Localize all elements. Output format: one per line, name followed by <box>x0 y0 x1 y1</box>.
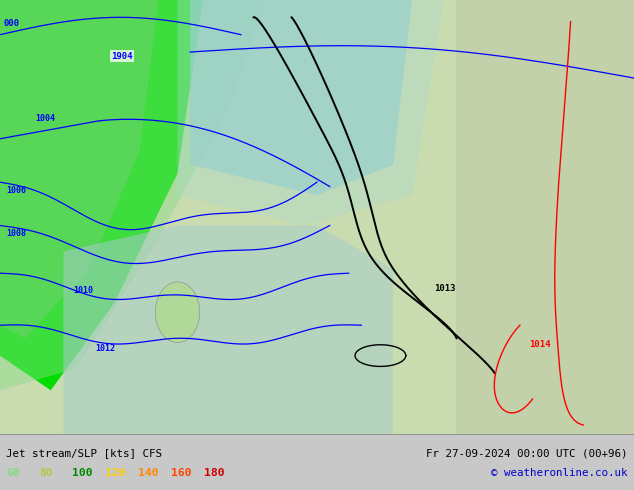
Polygon shape <box>63 225 393 434</box>
Text: 120: 120 <box>105 468 126 478</box>
Polygon shape <box>178 0 444 225</box>
Text: 80: 80 <box>39 468 53 478</box>
Text: 1006: 1006 <box>6 186 27 195</box>
Polygon shape <box>0 0 266 390</box>
Text: 160: 160 <box>171 468 192 478</box>
Text: 100: 100 <box>72 468 93 478</box>
Polygon shape <box>0 0 203 390</box>
Text: 60: 60 <box>6 468 20 478</box>
Text: 1010: 1010 <box>73 286 93 294</box>
Text: Jet stream/SLP [kts] CFS: Jet stream/SLP [kts] CFS <box>6 448 162 458</box>
Polygon shape <box>190 0 412 195</box>
Polygon shape <box>0 0 158 338</box>
Text: 1004: 1004 <box>35 115 55 123</box>
Text: 1012: 1012 <box>95 344 115 353</box>
Text: Fr 27-09-2024 00:00 UTC (00+96): Fr 27-09-2024 00:00 UTC (00+96) <box>426 448 628 458</box>
Bar <box>456 0 634 434</box>
Text: 1013: 1013 <box>434 284 456 293</box>
Ellipse shape <box>155 282 200 343</box>
Text: 1008: 1008 <box>6 229 27 238</box>
Text: © weatheronline.co.uk: © weatheronline.co.uk <box>491 468 628 478</box>
Text: 180: 180 <box>204 468 225 478</box>
Text: 140: 140 <box>138 468 159 478</box>
Text: 1014: 1014 <box>529 340 551 349</box>
Text: 000: 000 <box>3 19 19 28</box>
Text: 1904: 1904 <box>111 51 133 61</box>
